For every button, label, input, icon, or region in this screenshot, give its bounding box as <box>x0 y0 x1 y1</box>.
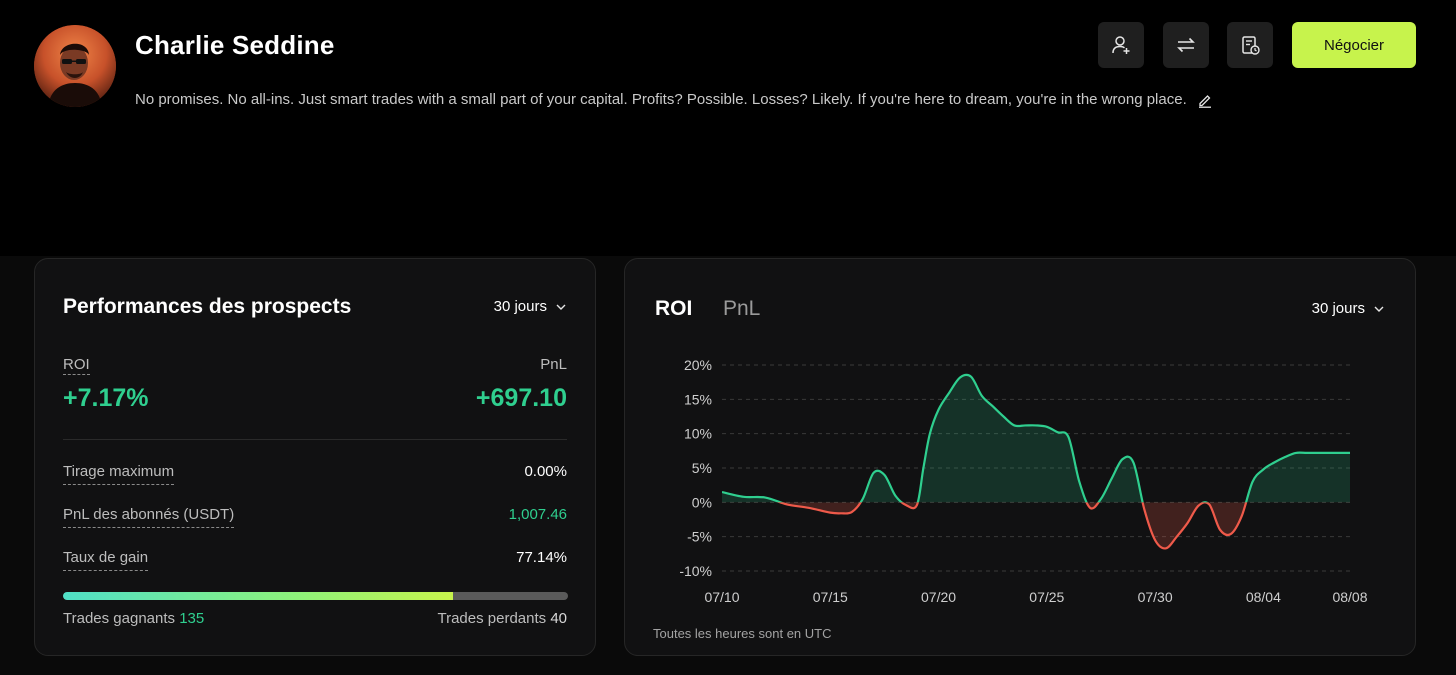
profile-name: Charlie Seddine <box>135 30 335 60</box>
winning-trades-count: 135 <box>179 610 205 627</box>
stat-label[interactable]: Taux de gain <box>63 549 149 571</box>
win-loss-legend: Trades gagnants 135 Trades perdants 40 <box>63 610 567 627</box>
win-bar-fill <box>63 592 453 600</box>
losing-trades-count: 40 <box>550 610 567 627</box>
x-tick-label: 08/04 <box>1246 589 1281 605</box>
trade-button[interactable]: Négocier <box>1292 22 1416 68</box>
y-tick-label: 20% <box>684 357 712 373</box>
period-label: 30 jours <box>493 298 547 315</box>
roi-chart-card: ROI PnL 30 jours 20% 15% 10% 5% 0% -5% -10% 07/… <box>624 258 1416 656</box>
roi-chart: 20% 15% 10% 5% 0% -5% -10% 07/10 07/15 07/20 07/25… <box>679 357 1367 605</box>
roi-label-text: ROI <box>63 356 90 375</box>
stat-label[interactable]: PnL des abonnés (USDT) <box>63 506 235 528</box>
pnl-label: PnL <box>540 356 567 373</box>
x-tick-label: 07/30 <box>1138 589 1173 605</box>
roi-area-positive <box>722 374 1350 503</box>
roi-area-negative <box>780 502 1247 549</box>
y-tick-label: -10% <box>679 563 712 579</box>
y-tick-label: -5% <box>687 529 712 545</box>
edit-icon[interactable] <box>1197 92 1213 108</box>
winning-trades: Trades gagnants 135 <box>63 610 204 627</box>
losing-trades-label: Trades perdants <box>437 610 547 627</box>
period-label: 30 jours <box>1311 300 1365 317</box>
losing-trades: Trades perdants 40 <box>437 610 567 627</box>
bio-text: No promises. No all-ins. Just smart trad… <box>135 91 1187 108</box>
tab-roi[interactable]: ROI <box>655 297 693 320</box>
compare-button[interactable] <box>1163 22 1209 68</box>
pnl-value: +697.10 <box>475 384 567 412</box>
roi-line-positive <box>722 373 1350 503</box>
stat-value: 77.14% <box>516 549 567 566</box>
x-tick-label: 07/25 <box>1029 589 1064 605</box>
winning-trades-label: Trades gagnants <box>63 610 176 627</box>
x-tick-label: 07/15 <box>813 589 848 605</box>
performance-card: Performances des prospects 30 jours ROI … <box>34 258 596 656</box>
y-tick-label: 0% <box>692 494 712 510</box>
avatar-image <box>34 25 116 107</box>
avatar[interactable] <box>34 25 116 107</box>
y-tick-label: 5% <box>692 460 712 476</box>
roi-value: +7.17% <box>63 384 149 412</box>
stat-value: 1,007.46 <box>508 506 567 523</box>
performance-title: Performances des prospects <box>63 295 352 318</box>
stat-row-win-rate: Taux de gain 77.14% <box>63 549 567 571</box>
y-tick-label: 15% <box>684 391 712 407</box>
follow-button[interactable] <box>1098 22 1144 68</box>
swap-icon <box>1177 37 1195 53</box>
stat-label[interactable]: Tirage maximum <box>63 463 175 485</box>
divider <box>63 439 567 440</box>
stat-value: 0.00% <box>524 463 567 480</box>
chart-period-select[interactable]: 30 jours <box>1312 300 1385 317</box>
chevron-down-icon <box>556 304 566 310</box>
add-user-icon <box>1112 36 1130 54</box>
timezone-note: Toutes les heures sont en UTC <box>653 626 832 641</box>
x-tick-label: 07/10 <box>704 589 739 605</box>
win-loss-bar <box>63 592 568 600</box>
performance-period-select[interactable]: 30 jours <box>494 298 567 315</box>
stat-row-max-drawdown: Tirage maximum 0.00% <box>63 463 567 485</box>
report-icon <box>1242 36 1260 55</box>
x-tick-label: 07/20 <box>921 589 956 605</box>
y-tick-label: 10% <box>684 426 712 442</box>
profile-bio: No promises. No all-ins. Just smart trad… <box>135 91 1213 108</box>
chevron-down-icon <box>1374 306 1384 312</box>
tab-pnl[interactable]: PnL <box>723 297 761 320</box>
stat-row-follower-pnl: PnL des abonnés (USDT) 1,007.46 <box>63 506 567 528</box>
report-button[interactable] <box>1227 22 1273 68</box>
x-tick-label: 08/08 <box>1332 589 1367 605</box>
profile-header: Charlie Seddine No promises. No all-ins.… <box>0 0 1456 256</box>
roi-label[interactable]: ROI <box>63 356 90 375</box>
